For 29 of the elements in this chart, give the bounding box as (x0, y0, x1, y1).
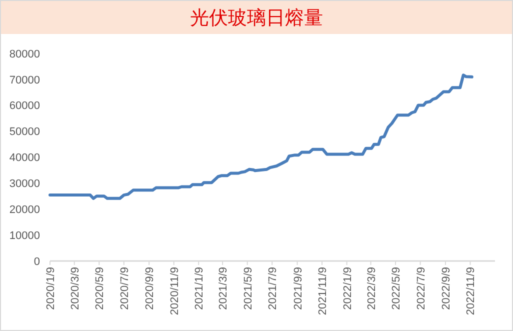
x-tick-label: 2021/5/9 (242, 267, 254, 310)
x-tick-label: 2022/11/9 (465, 267, 478, 316)
y-tick-label: 70000 (9, 74, 40, 86)
x-tick-label: 2020/3/9 (69, 267, 82, 310)
x-tick-label: 2020/1/9 (45, 267, 57, 310)
line-series (48, 74, 474, 200)
y-tick-label: 80000 (9, 48, 40, 60)
chart-title: 光伏玻璃日熔量 (190, 7, 323, 29)
x-tick-label: 2021/1/9 (194, 267, 206, 310)
x-tick-label: 2020/11/9 (168, 267, 181, 316)
y-tick-label: 10000 (9, 230, 40, 242)
y-tick-label: 60000 (9, 100, 40, 112)
x-tick-label: 2022/5/9 (390, 267, 403, 310)
x-tick-label: 2021/3/9 (218, 267, 230, 310)
y-tick-label: 30000 (9, 178, 40, 190)
x-tick-label: 2022/9/9 (440, 267, 452, 310)
x-tick-label: 2022/7/9 (415, 267, 428, 310)
x-tick-label: 2020/9/9 (144, 267, 156, 310)
x-tick-label: 2022/3/9 (366, 267, 378, 310)
x-tick-label: 2021/7/9 (267, 267, 280, 310)
x-tick-label: 2020/7/9 (118, 267, 131, 310)
x-tick-label: 2021/9/9 (292, 267, 304, 310)
y-tick-label: 50000 (9, 126, 40, 138)
x-tick-label: 2021/11/9 (317, 267, 330, 316)
y-tick-label: 0 (34, 256, 40, 268)
x-tick-label: 2022/1/9 (342, 267, 354, 310)
x-tick-label: 2020/5/9 (94, 267, 106, 310)
y-tick-label: 20000 (9, 204, 40, 216)
y-tick-label: 40000 (9, 152, 40, 164)
